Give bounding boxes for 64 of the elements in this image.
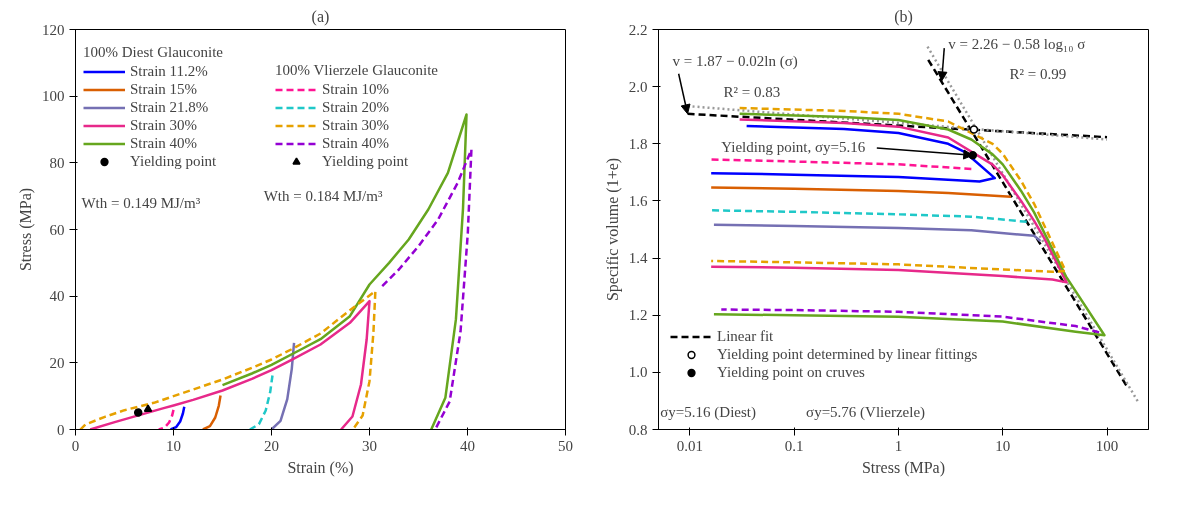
annotation: 100% Vlierzele Glauconite [275, 62, 438, 79]
x-tick-label: 0.1 [784, 437, 804, 454]
legend-label: Strain 10% [322, 81, 390, 98]
x-tick-label: 0 [71, 437, 80, 454]
line-series [380, 148, 473, 430]
legend-label: Linear fit [717, 328, 774, 345]
x-tick-label: 50 [558, 437, 573, 454]
annotation: σy=5.76 (Vlierzele) [806, 404, 926, 422]
line-series [169, 405, 186, 430]
line-series [157, 408, 175, 430]
x-tick-label: 30 [362, 437, 377, 454]
line-series [201, 394, 222, 430]
legend-label: Strain 40% [130, 135, 198, 152]
x-tick-label: 20 [264, 437, 279, 454]
y-tick-label: 0.8 [628, 421, 648, 438]
y-tick-label: 60 [49, 221, 65, 238]
line-series [221, 113, 468, 430]
x-tick-label: 10 [995, 437, 1011, 454]
legend-label: Yielding point on cruves [717, 364, 865, 381]
annotation: v = 2.26 − 0.58 log₁₀ σ [948, 35, 1086, 52]
annotation: R² = 0.99 [1009, 65, 1067, 82]
x-tick-label: 0.01 [676, 437, 704, 454]
legend-label: Strain 30% [322, 117, 390, 134]
y-axis-title: Specific volume (1+e) [603, 157, 622, 302]
legend-label: Strain 30% [130, 117, 198, 134]
y-tick-label: 2.2 [628, 21, 648, 38]
annotation: 100% Diest Glauconite [83, 44, 223, 61]
y-tick-label: 20 [49, 354, 65, 371]
legend-label: Strain 20% [322, 99, 390, 116]
legend-label: Strain 15% [130, 81, 198, 98]
x-tick-label: 1 [894, 437, 903, 454]
legend-label: Strain 40% [322, 135, 390, 152]
x-tick-label: 10 [166, 437, 181, 454]
line-series [270, 341, 296, 430]
annotation: Yielding point, σy=5.16 [721, 138, 866, 155]
y-tick-label: 100 [42, 88, 65, 105]
annotation: R² = 0.83 [723, 84, 781, 101]
y-tick-label: 2.0 [628, 78, 648, 95]
annotation: σy=5.16 (Diest) [660, 404, 756, 422]
legend-label: Yielding point determined by linear fittings [717, 346, 978, 363]
x-tick-label: 40 [460, 437, 475, 454]
chart-title: (b) [894, 7, 913, 26]
y-tick-label: 40 [49, 288, 65, 305]
legend-label: Strain 21.8% [130, 99, 209, 116]
annotation: Wth = 0.149 MJ/m³ [81, 194, 201, 211]
y-tick-label: 1.4 [628, 250, 648, 267]
x-axis-title: Strain (%) [287, 458, 354, 477]
y-tick-label: 1.8 [628, 135, 648, 152]
chart-title: (a) [311, 7, 330, 26]
legend-label: Yielding point [322, 153, 409, 170]
y-tick-label: 1.2 [628, 307, 648, 324]
y-tick-label: 0 [57, 421, 65, 438]
x-axis-title: Stress (MPa) [861, 458, 946, 477]
legend-label: Strain 11.2% [130, 63, 208, 80]
annotation: Wth = 0.184 MJ/m³ [263, 188, 383, 205]
y-tick-label: 80 [49, 154, 65, 171]
y-tick-label: 120 [42, 21, 65, 38]
y-tick-label: 1.0 [628, 364, 648, 381]
line-series [248, 374, 274, 430]
legend-label: Yielding point [130, 153, 217, 170]
x-tick-label: 100 [1095, 437, 1119, 454]
y-axis-title: Stress (MPa) [17, 187, 35, 272]
y-tick-label: 1.6 [628, 192, 648, 209]
annotation: v = 1.87 − 0.02ln (σ) [672, 52, 798, 70]
